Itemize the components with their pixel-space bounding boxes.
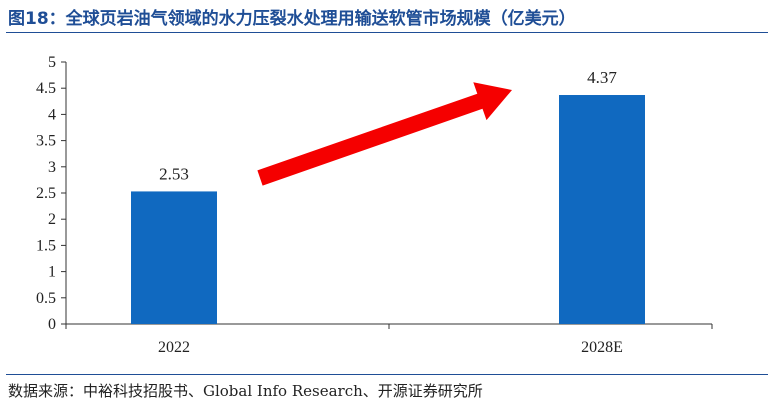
source-divider — [6, 374, 768, 375]
bar-2028E — [559, 95, 645, 325]
data-label-2022: 2.53 — [159, 164, 189, 183]
growth-arrow — [257, 82, 512, 186]
y-tick-label: 3 — [48, 159, 56, 176]
y-tick-label: 5 — [48, 54, 56, 71]
chart-title: 图18：全球页岩油气领域的水力压裂水处理用输送软管市场规模（亿美元） — [8, 9, 576, 29]
y-tick-label: 3.5 — [36, 133, 56, 150]
y-tick-label: 1.5 — [36, 237, 56, 254]
data-label-2028E: 4.37 — [587, 68, 617, 87]
source-note: 数据来源：中裕科技招股书、Global Info Research、开源证券研究… — [8, 382, 483, 400]
x-tick-label-2022: 2022 — [158, 339, 190, 356]
y-tick-label: 0 — [48, 316, 56, 333]
y-tick-label: 1 — [48, 264, 56, 281]
bar-2022 — [131, 191, 217, 324]
y-tick-label: 0.5 — [36, 290, 56, 307]
y-tick-label: 2 — [48, 211, 56, 228]
x-tick-label-2028E: 2028E — [581, 339, 623, 356]
y-tick-label: 2.5 — [36, 185, 56, 202]
y-tick-label: 4 — [48, 106, 56, 123]
chart-marks: 2.53 4.37 — [131, 68, 645, 325]
title-divider — [6, 32, 768, 33]
y-tick-label: 4.5 — [36, 80, 56, 97]
